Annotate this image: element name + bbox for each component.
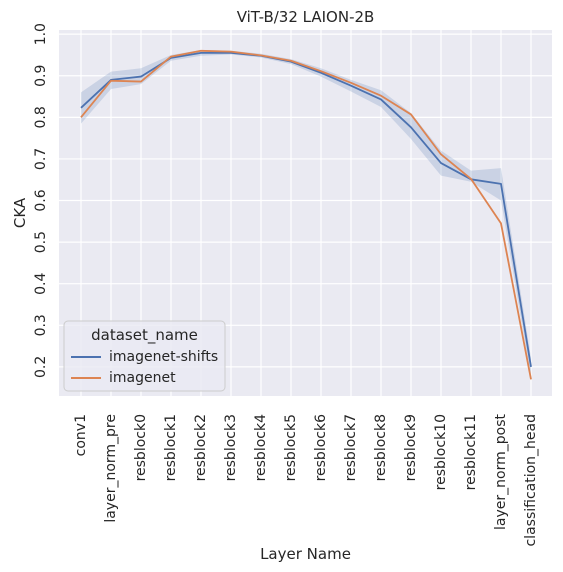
y-tick-label: 0.8 (33, 106, 49, 128)
y-tick-label: 0.2 (33, 356, 49, 378)
x-tick-label: resblock1 (163, 414, 179, 481)
x-tick-label: resblock7 (343, 414, 359, 481)
x-tick-label: resblock9 (403, 414, 419, 481)
x-tick-label: resblock0 (133, 414, 149, 481)
x-tick-labels: conv1 layer_norm_pre resblock0 resblock1 res… (73, 413, 539, 546)
x-tick-label: layer_norm_post (493, 413, 509, 529)
legend-items: imagenet-shifts imagenet (71, 349, 218, 386)
x-tick-label: resblock10 (433, 414, 449, 490)
legend-label: imagenet-shifts (109, 349, 218, 365)
confidence-bands (81, 49, 531, 380)
y-tick-label: 0.9 (33, 65, 49, 87)
x-tick-label: classification_head (523, 414, 539, 547)
series-lines (80, 49, 532, 380)
x-tick-label: resblock3 (223, 414, 239, 481)
legend-label: imagenet (109, 370, 176, 386)
y-tick-label: 0.4 (33, 272, 49, 294)
x-tick-label: resblock2 (193, 414, 209, 481)
x-tick-label: resblock5 (283, 414, 299, 481)
x-axis-label: Layer Name (260, 545, 351, 563)
y-tick-label: 0.7 (33, 148, 49, 170)
y-tick-label: 0.5 (33, 231, 49, 253)
chart-title: ViT-B/32 LAION-2B (237, 8, 375, 26)
legend: dataset_name imagenet-shifts imagenet (63, 320, 226, 392)
y-tick-label: 0.3 (33, 314, 49, 336)
series-line (80, 51, 532, 368)
legend-box (63, 320, 226, 392)
confidence-band (81, 49, 531, 378)
legend-title: dataset_name (91, 326, 198, 345)
y-tick-label: 1.0 (33, 23, 49, 45)
y-tick-labels: 0.2 0.3 0.4 0.5 0.6 0.7 0.8 0.9 1.0 (33, 23, 49, 378)
x-tick-label: resblock8 (373, 414, 389, 481)
x-tick-label: resblock6 (313, 414, 329, 482)
x-tick-label: layer_norm_pre (103, 414, 119, 523)
series-line (80, 49, 532, 380)
y-axis-label: CKA (11, 197, 29, 228)
x-tick-label: resblock4 (253, 414, 269, 482)
y-tick-label: 0.6 (33, 189, 49, 211)
x-tick-label: conv1 (73, 414, 89, 456)
x-tick-label: resblock11 (463, 414, 479, 490)
